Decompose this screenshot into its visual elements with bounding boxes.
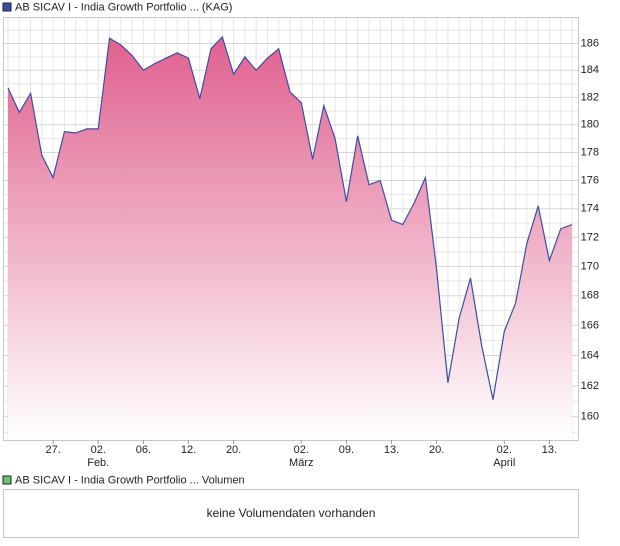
x-tick-label: 09. <box>339 444 354 456</box>
x-tick-label: 20. <box>429 444 444 456</box>
x-month-label: April <box>493 457 515 469</box>
y-tick-label: 176 <box>581 174 599 186</box>
area-fill <box>8 36 572 441</box>
x-tick-label: 13. <box>384 444 399 456</box>
legend-text: AB SICAV I - India Growth Portfolio ... … <box>15 474 245 486</box>
x-tick-label: 02. <box>497 444 512 456</box>
no-volume-message: keine Volumendaten vorhanden <box>207 506 376 520</box>
legend-swatch <box>2 475 12 485</box>
y-tick-label: 180 <box>581 119 599 131</box>
x-month-label: März <box>289 457 313 469</box>
plot-frame <box>3 17 579 441</box>
y-tick-label: 164 <box>581 349 599 361</box>
volume-frame <box>3 489 579 538</box>
x-tick-label: 13. <box>542 444 557 456</box>
x-tick-label: 20. <box>226 444 241 456</box>
y-tick-label: 166 <box>581 319 599 331</box>
price-line <box>7 35 573 400</box>
legend-text: AB SICAV I - India Growth Portfolio ... … <box>15 1 232 13</box>
x-tick-label: 02. <box>91 444 106 456</box>
x-tick-label: 12. <box>181 444 196 456</box>
y-tick-label: 162 <box>581 380 599 392</box>
y-tick-label: 174 <box>581 203 599 215</box>
y-tick-label: 186 <box>581 37 599 49</box>
y-tick-label: 172 <box>581 231 599 243</box>
y-tick-label: 184 <box>581 64 599 76</box>
y-tick-label: 170 <box>581 260 599 272</box>
x-month-label: Feb. <box>87 457 109 469</box>
y-tick-label: 178 <box>581 146 599 158</box>
x-tick-label: 27. <box>45 444 60 456</box>
x-tick-label: 06. <box>136 444 151 456</box>
x-tick-label: 02. <box>294 444 309 456</box>
legend-swatch <box>2 2 12 12</box>
y-tick-label: 168 <box>581 290 599 302</box>
y-tick-label: 182 <box>581 91 599 103</box>
y-tick-label: 160 <box>581 411 599 423</box>
